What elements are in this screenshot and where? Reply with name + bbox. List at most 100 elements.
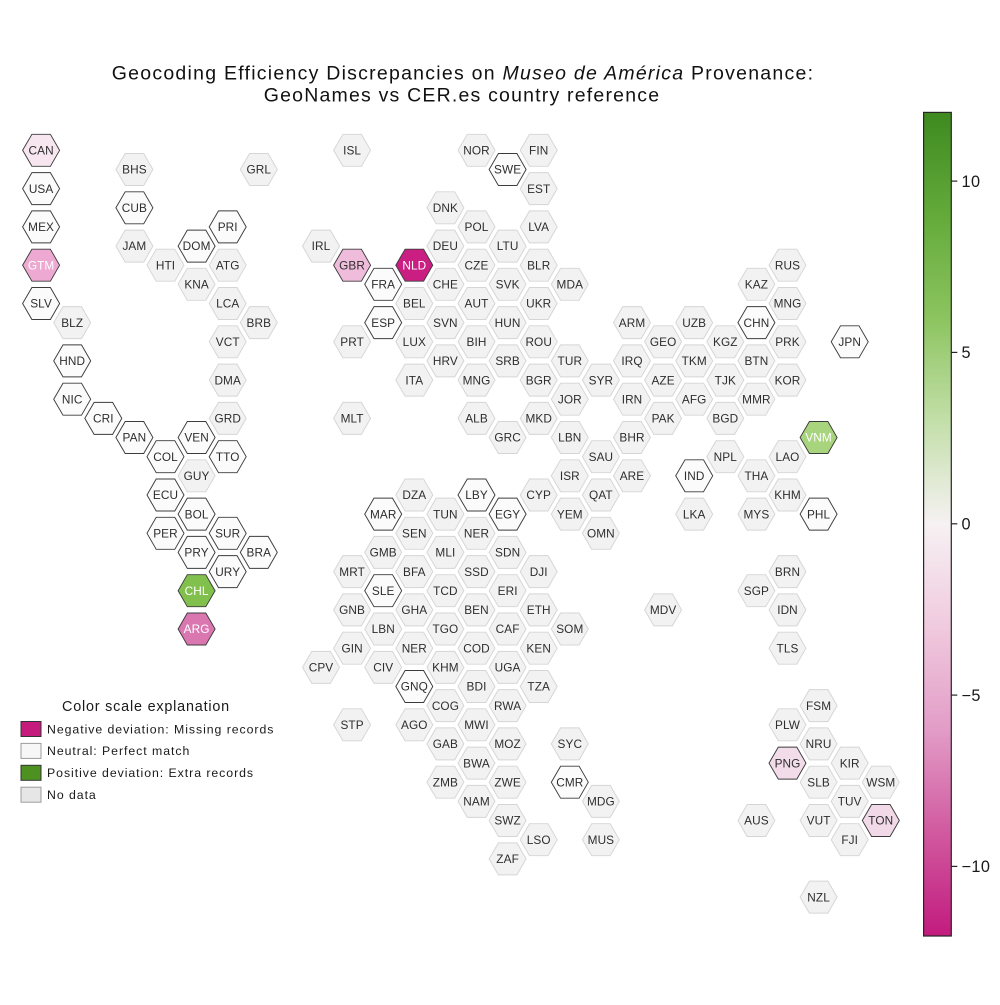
svg-text:JAM: JAM (122, 239, 146, 253)
svg-text:HTI: HTI (156, 258, 175, 272)
svg-text:EST: EST (527, 182, 550, 196)
svg-text:LSO: LSO (527, 833, 551, 847)
svg-text:GNB: GNB (339, 603, 365, 617)
svg-text:PER: PER (153, 527, 178, 541)
svg-text:MNG: MNG (463, 373, 491, 387)
svg-text:USA: USA (29, 182, 54, 196)
svg-text:MDA: MDA (557, 278, 584, 292)
svg-text:NLD: NLD (402, 258, 426, 272)
svg-text:NZL: NZL (807, 890, 830, 904)
svg-text:TJK: TJK (715, 373, 736, 387)
svg-text:BHR: BHR (619, 431, 644, 445)
svg-text:IRQ: IRQ (621, 354, 642, 368)
svg-text:CZE: CZE (465, 258, 489, 272)
svg-text:DMA: DMA (214, 373, 241, 387)
svg-text:NER: NER (464, 527, 489, 541)
svg-text:PRI: PRI (218, 220, 238, 234)
svg-text:FJI: FJI (841, 833, 858, 847)
svg-text:BLZ: BLZ (61, 316, 83, 330)
svg-text:10: 10 (962, 173, 981, 191)
svg-text:MYS: MYS (743, 507, 769, 521)
svg-text:SAU: SAU (589, 450, 614, 464)
svg-text:ARM: ARM (619, 316, 646, 330)
svg-text:LBY: LBY (465, 488, 488, 502)
svg-text:CIV: CIV (373, 661, 393, 675)
svg-text:WSM: WSM (866, 775, 895, 789)
svg-text:SUR: SUR (215, 527, 240, 541)
svg-text:BRB: BRB (247, 316, 272, 330)
svg-text:NOR: NOR (463, 144, 490, 158)
svg-text:CYP: CYP (526, 488, 551, 502)
svg-text:HRV: HRV (433, 354, 458, 368)
svg-text:MWI: MWI (464, 718, 489, 732)
svg-text:0: 0 (962, 516, 971, 534)
svg-text:DNK: DNK (433, 201, 458, 215)
svg-text:AGO: AGO (401, 718, 428, 732)
svg-text:COL: COL (153, 450, 178, 464)
svg-text:TGO: TGO (432, 622, 458, 636)
svg-text:LAO: LAO (776, 450, 800, 464)
svg-text:AUT: AUT (465, 297, 489, 311)
svg-text:BIH: BIH (467, 335, 487, 349)
svg-text:TTO: TTO (216, 450, 240, 464)
svg-text:SLE: SLE (372, 584, 395, 598)
svg-text:5: 5 (962, 344, 971, 362)
svg-text:SWZ: SWZ (494, 814, 521, 828)
svg-text:MKD: MKD (525, 412, 552, 426)
svg-text:PAK: PAK (652, 412, 675, 426)
svg-text:SLB: SLB (807, 775, 830, 789)
svg-text:VUT: VUT (807, 814, 831, 828)
svg-text:QAT: QAT (589, 488, 613, 502)
svg-text:MEX: MEX (28, 220, 54, 234)
svg-text:KGZ: KGZ (713, 335, 738, 349)
svg-text:NRU: NRU (806, 737, 832, 751)
svg-text:ISL: ISL (343, 144, 361, 158)
svg-text:MNG: MNG (774, 297, 802, 311)
svg-text:CAF: CAF (496, 622, 520, 636)
svg-text:AUS: AUS (744, 814, 769, 828)
svg-text:HND: HND (59, 354, 85, 368)
svg-text:TON: TON (868, 814, 893, 828)
svg-text:SGP: SGP (744, 584, 769, 598)
svg-text:GNQ: GNQ (401, 680, 428, 694)
svg-text:GRD: GRD (214, 412, 241, 426)
svg-text:GHA: GHA (401, 603, 427, 617)
svg-text:KAZ: KAZ (745, 278, 768, 292)
svg-text:LCA: LCA (216, 297, 239, 311)
svg-text:FRA: FRA (371, 278, 395, 292)
svg-text:TCD: TCD (433, 584, 458, 598)
svg-text:UGA: UGA (495, 661, 521, 675)
svg-text:VCT: VCT (216, 335, 240, 349)
svg-text:ITA: ITA (405, 373, 423, 387)
svg-text:SEN: SEN (402, 527, 427, 541)
svg-text:JOR: JOR (558, 392, 582, 406)
svg-text:ZWE: ZWE (494, 775, 521, 789)
svg-text:MDG: MDG (587, 795, 615, 809)
svg-text:KHM: KHM (774, 488, 801, 502)
svg-text:CHN: CHN (743, 316, 769, 330)
svg-text:SDN: SDN (495, 546, 520, 560)
svg-text:MRT: MRT (339, 565, 365, 579)
svg-text:YEM: YEM (557, 507, 583, 521)
svg-text:GBR: GBR (339, 258, 365, 272)
svg-text:NPL: NPL (714, 450, 738, 464)
svg-text:LUX: LUX (403, 335, 426, 349)
svg-text:RUS: RUS (775, 258, 800, 272)
svg-text:ETH: ETH (527, 603, 551, 617)
svg-text:PRK: PRK (775, 335, 800, 349)
svg-text:SRB: SRB (495, 354, 520, 368)
svg-text:PAN: PAN (123, 431, 147, 445)
svg-text:COD: COD (463, 641, 490, 655)
svg-text:BEN: BEN (464, 603, 489, 617)
svg-text:DOM: DOM (183, 239, 211, 253)
svg-text:AZE: AZE (651, 373, 674, 387)
svg-text:LBN: LBN (558, 431, 581, 445)
svg-text:SWE: SWE (494, 163, 521, 177)
svg-text:DJI: DJI (530, 565, 548, 579)
svg-text:MUS: MUS (588, 833, 615, 847)
svg-text:ECU: ECU (153, 488, 178, 502)
svg-text:−5: −5 (962, 687, 981, 705)
svg-text:BHS: BHS (122, 163, 147, 177)
svg-text:GeoNames vs CER.es country ref: GeoNames vs CER.es country reference (264, 85, 661, 107)
svg-text:GRC: GRC (494, 431, 521, 445)
